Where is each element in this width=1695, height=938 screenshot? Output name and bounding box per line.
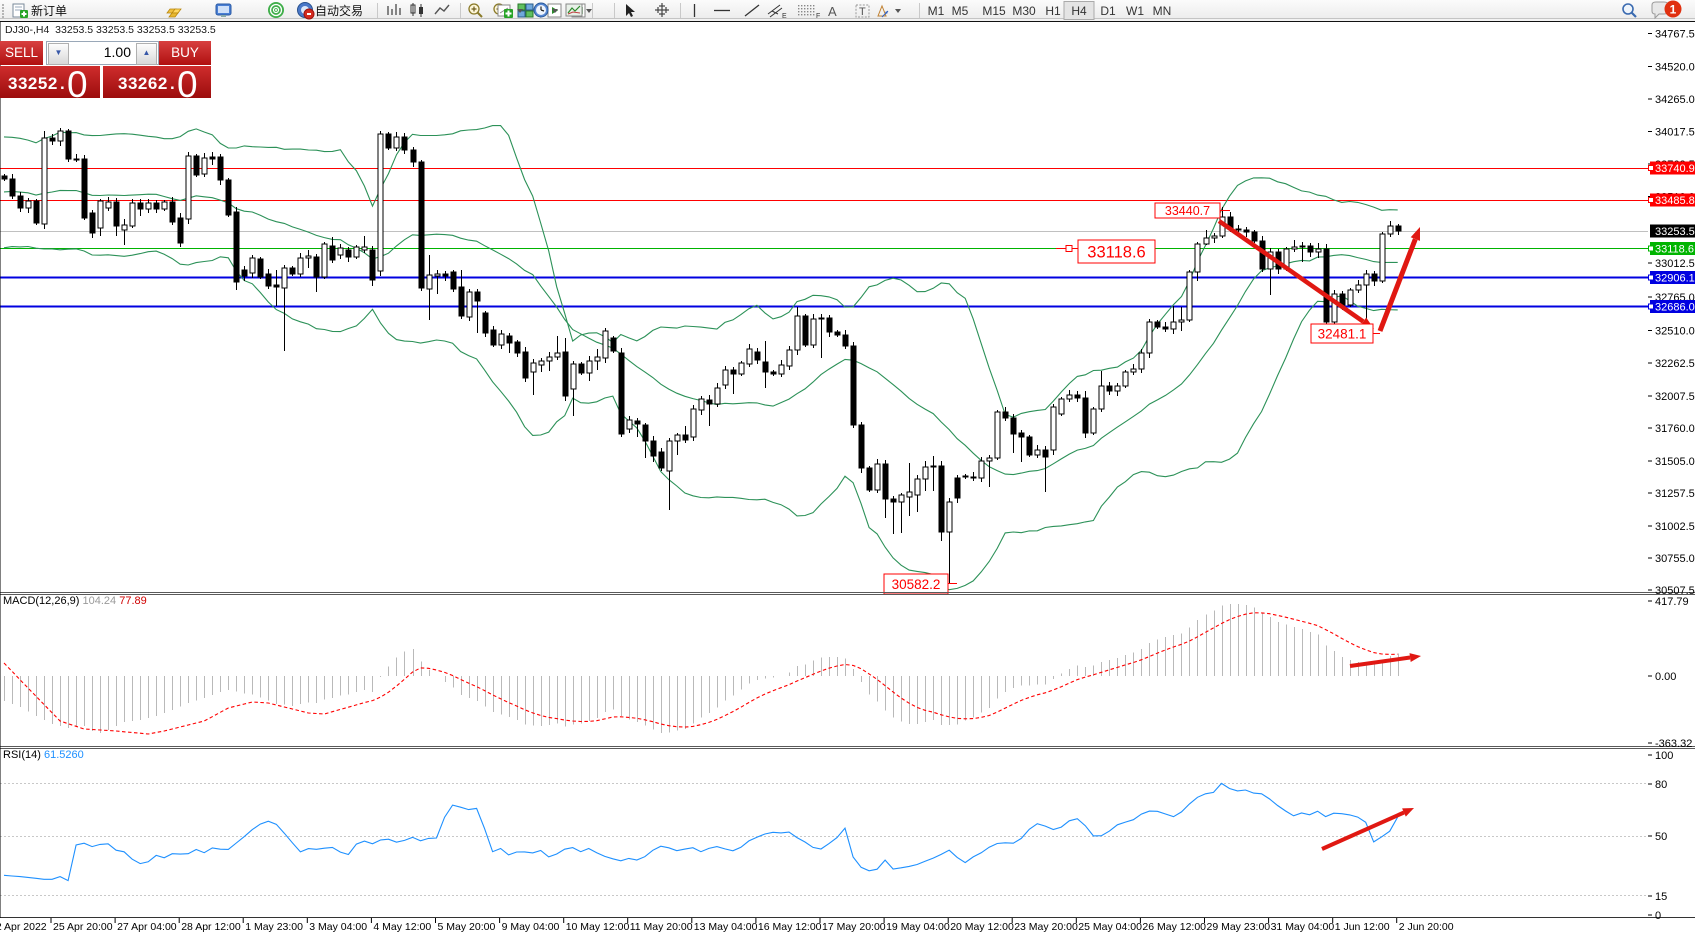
svg-text:0: 0: [1655, 910, 1661, 922]
svg-text:1 May 23:00: 1 May 23:00: [245, 921, 303, 933]
svg-text:27 Apr 04:00: 27 Apr 04:00: [117, 921, 177, 933]
svg-text:30507.5: 30507.5: [1655, 585, 1695, 597]
svg-text:0.00: 0.00: [1655, 671, 1676, 683]
svg-text:10 May 12:00: 10 May 12:00: [566, 921, 630, 933]
svg-text:31 May 04:00: 31 May 04:00: [1271, 921, 1335, 933]
svg-text:H4: H4: [1071, 4, 1087, 18]
svg-text:33253.5: 33253.5: [1655, 226, 1695, 238]
svg-text:28 Apr 12:00: 28 Apr 12:00: [181, 921, 241, 933]
svg-text:80: 80: [1655, 779, 1667, 791]
svg-text:2 Jun 20:00: 2 Jun 20:00: [1399, 921, 1454, 933]
svg-text:H1: H1: [1045, 4, 1061, 18]
svg-text:M1: M1: [928, 4, 945, 18]
svg-text:M5: M5: [952, 4, 969, 18]
svg-text:34265.0: 34265.0: [1655, 94, 1695, 106]
svg-text:50: 50: [1655, 831, 1667, 843]
svg-text:29 May 23:00: 29 May 23:00: [1207, 921, 1271, 933]
svg-text:34017.5: 34017.5: [1655, 127, 1695, 139]
svg-text:MN: MN: [1153, 4, 1172, 18]
svg-text:100: 100: [1655, 750, 1673, 762]
svg-text:34520.0: 34520.0: [1655, 62, 1695, 74]
svg-text:M15: M15: [982, 4, 1006, 18]
svg-text:1: 1: [1670, 3, 1677, 17]
svg-text:33118.6: 33118.6: [1087, 243, 1145, 261]
svg-text:20 May 12:00: 20 May 12:00: [950, 921, 1014, 933]
svg-text:M30: M30: [1012, 4, 1036, 18]
svg-text:31760.0: 31760.0: [1655, 423, 1695, 435]
svg-text:DJ30-,H4 33253.5 33253.5 3325: DJ30-,H4 33253.5 33253.5 33253.5 33253.5: [5, 24, 216, 36]
svg-text:15: 15: [1655, 891, 1667, 903]
svg-text:自动交易: 自动交易: [315, 3, 363, 18]
svg-text:16 May 12:00: 16 May 12:00: [758, 921, 822, 933]
svg-text:32906.1: 32906.1: [1655, 273, 1695, 285]
svg-text:RSI(14) 61.5260: RSI(14) 61.5260: [3, 749, 84, 761]
svg-text:32481.1: 32481.1: [1318, 326, 1367, 341]
svg-text:33485.8: 33485.8: [1655, 195, 1695, 207]
svg-text:23 May 20:00: 23 May 20:00: [1014, 921, 1078, 933]
svg-text:-363.32: -363.32: [1655, 738, 1692, 750]
svg-text:MACD(12,26,9) 104.24 77.89: MACD(12,26,9) 104.24 77.89: [3, 595, 147, 607]
svg-text:30755.0: 30755.0: [1655, 553, 1695, 565]
svg-text:32686.0: 32686.0: [1655, 302, 1695, 314]
svg-text:22 Apr 2022: 22 Apr 2022: [0, 921, 47, 933]
svg-text:417.79: 417.79: [1655, 596, 1689, 608]
svg-text:D1: D1: [1100, 4, 1116, 18]
svg-text:F: F: [816, 13, 820, 20]
svg-text:31257.5: 31257.5: [1655, 488, 1695, 500]
svg-text:3 May 04:00: 3 May 04:00: [309, 921, 367, 933]
svg-text:17 May 20:00: 17 May 20:00: [822, 921, 886, 933]
svg-text:33118.6: 33118.6: [1655, 244, 1694, 256]
svg-text:1 Jun 12:00: 1 Jun 12:00: [1335, 921, 1390, 933]
svg-text:33740.9: 33740.9: [1655, 163, 1695, 175]
svg-text:25 Apr 20:00: 25 Apr 20:00: [53, 921, 113, 933]
svg-text:E: E: [782, 13, 787, 20]
svg-text:31002.5: 31002.5: [1655, 521, 1695, 533]
svg-text:34767.5: 34767.5: [1655, 29, 1695, 41]
svg-text:19 May 04:00: 19 May 04:00: [886, 921, 950, 933]
svg-text:4 May 12:00: 4 May 12:00: [373, 921, 431, 933]
svg-text:31505.0: 31505.0: [1655, 456, 1695, 468]
svg-text:新订单: 新订单: [31, 3, 67, 18]
svg-text:T: T: [859, 6, 866, 18]
svg-text:13 May 04:00: 13 May 04:00: [694, 921, 758, 933]
svg-text:11 May 20:00: 11 May 20:00: [630, 921, 693, 933]
svg-text:A: A: [828, 4, 837, 19]
svg-text:25 May 04:00: 25 May 04:00: [1078, 921, 1142, 933]
svg-text:32262.5: 32262.5: [1655, 358, 1695, 370]
svg-text:9 May 04:00: 9 May 04:00: [502, 921, 560, 933]
svg-text:32007.5: 32007.5: [1655, 391, 1695, 403]
svg-text:5 May 20:00: 5 May 20:00: [438, 921, 496, 933]
svg-text:33440.7: 33440.7: [1165, 204, 1210, 218]
svg-text:33012.5: 33012.5: [1655, 258, 1695, 270]
svg-text:32510.0: 32510.0: [1655, 326, 1695, 338]
svg-text:30582.2: 30582.2: [892, 577, 941, 592]
svg-text:26 May 12:00: 26 May 12:00: [1142, 921, 1206, 933]
svg-text:W1: W1: [1126, 4, 1144, 18]
